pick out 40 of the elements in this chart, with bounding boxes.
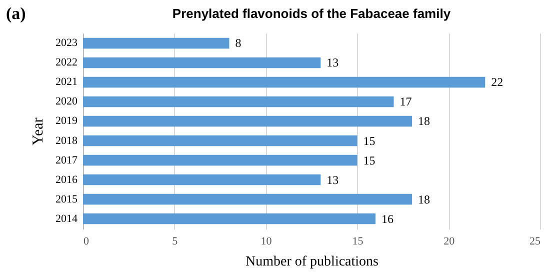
y-tick-label: 2016 bbox=[56, 174, 78, 186]
data-label: 15 bbox=[363, 134, 376, 148]
data-label: 17 bbox=[400, 94, 412, 109]
data-label: 18 bbox=[418, 192, 430, 206]
data-label: 16 bbox=[381, 212, 394, 226]
bar bbox=[83, 154, 358, 166]
bar bbox=[83, 135, 358, 146]
x-tick-label: 15 bbox=[352, 236, 364, 248]
bar bbox=[83, 38, 230, 49]
y-tick-label: 2021 bbox=[56, 76, 78, 88]
data-label: 22 bbox=[491, 75, 504, 90]
text: (a) bbox=[6, 4, 26, 24]
y-axis-title: Year bbox=[30, 118, 46, 146]
y-tick-label: 2017 bbox=[56, 154, 78, 166]
y-tick-label: 2014 bbox=[56, 212, 78, 225]
x-axis-title: Number of publications bbox=[246, 254, 378, 270]
data-label: 18 bbox=[418, 114, 430, 128]
x-tick-label: 20 bbox=[444, 236, 456, 248]
data-label: 8 bbox=[235, 36, 242, 50]
data-label: 13 bbox=[326, 56, 339, 70]
bar bbox=[83, 76, 486, 88]
x-tick-label: 25 bbox=[530, 236, 541, 248]
chart-title: Prenylated flavonoids of the Fabaceae family bbox=[172, 6, 452, 21]
bar bbox=[83, 57, 321, 68]
x-tick-label: 5 bbox=[172, 236, 178, 248]
x-tick-label: 10 bbox=[260, 236, 272, 248]
bar bbox=[83, 116, 412, 127]
bar bbox=[83, 213, 376, 224]
y-tick-label: 2022 bbox=[56, 56, 78, 69]
bar bbox=[83, 174, 321, 186]
data-label: 15 bbox=[363, 153, 376, 168]
y-tick-label: 2015 bbox=[56, 193, 78, 206]
y-tick-label: 2019 bbox=[56, 115, 78, 128]
data-label: 13 bbox=[326, 172, 339, 187]
bar bbox=[83, 194, 412, 205]
x-tick-label: 0 bbox=[84, 236, 90, 248]
y-tick-label: 2018 bbox=[56, 134, 78, 147]
y-tick-label: 2020 bbox=[56, 96, 78, 108]
y-tick-label: 2023 bbox=[56, 37, 78, 50]
bar bbox=[83, 96, 394, 108]
